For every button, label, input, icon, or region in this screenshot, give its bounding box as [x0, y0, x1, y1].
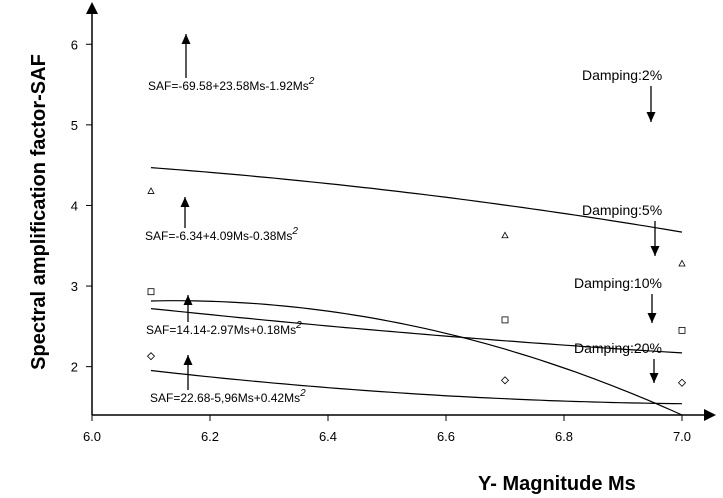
equation-arrow-up-head	[181, 34, 191, 44]
triangle-marker	[147, 187, 155, 194]
square-marker	[501, 316, 509, 324]
equation-superscript: 2	[291, 226, 298, 237]
series-line-0	[150, 300, 683, 416]
x-tick-label: 7.0	[673, 429, 691, 444]
equation-label: SAF=14.14-2.97Ms+0.18Ms2	[146, 320, 302, 337]
square-marker	[678, 326, 686, 334]
damping-arrow-down-head	[646, 112, 656, 122]
equation-main: SAF=22.68-5,96Ms+0.42Ms	[150, 391, 300, 405]
damping-arrow-down-head	[650, 246, 660, 256]
diamond-marker	[500, 376, 510, 385]
equation-main: SAF=-6.34+4.09Ms-0.38Ms	[145, 229, 292, 243]
series-line-3	[150, 369, 683, 405]
x-tick-label: 6.8	[555, 429, 573, 444]
diamond-marker	[677, 378, 687, 387]
x-axis-title: Y- Magnitude Ms	[478, 473, 636, 495]
equation-arrow-up-head	[180, 197, 190, 207]
x-ticks: 6.0 6.2 6.4 6.6 6.8 7.0	[83, 415, 691, 444]
triangle-marker	[501, 231, 509, 239]
x-axis-arrow	[704, 409, 716, 421]
annotation-layer: SAF=-69.58+23.58Ms-1.92Ms2 Damping:2%SAF=…	[145, 34, 662, 405]
x-tick-label: 6.0	[83, 429, 101, 444]
equation-superscript: 2	[308, 76, 315, 87]
y-tick-label: 4	[71, 198, 78, 213]
damping-label: Damping:2%	[582, 67, 662, 83]
damping-arrow-down-head	[649, 373, 659, 383]
y-ticks: 2 3 4 5 6	[71, 37, 92, 375]
equation-superscript: 2	[295, 320, 302, 331]
damping-arrow-down-head	[647, 313, 657, 323]
equation-label: SAF=22.68-5,96Ms+0.42Ms2	[150, 388, 306, 405]
square-marker	[147, 288, 155, 296]
y-tick-label: 5	[71, 118, 78, 133]
y-tick-label: 2	[71, 360, 78, 375]
equation-label: SAF=-6.34+4.09Ms-0.38Ms2	[145, 226, 298, 243]
x-tick-label: 6.4	[319, 429, 337, 444]
damping-label: Damping:20%	[574, 340, 662, 356]
diamond-marker	[146, 352, 156, 361]
series-layer	[146, 167, 687, 416]
series-line-1	[150, 167, 683, 233]
damping-label: Damping:5%	[582, 202, 662, 218]
triangle-marker	[678, 259, 686, 267]
y-tick-label: 6	[71, 37, 78, 52]
x-tick-label: 6.6	[437, 429, 455, 444]
series-line-2	[150, 308, 683, 354]
equation-main: SAF=-69.58+23.58Ms-1.92Ms	[148, 79, 309, 93]
damping-label: Damping:10%	[574, 275, 662, 291]
y-axis-title: Spectral amplification factor-SAF	[28, 54, 50, 370]
equation-superscript: 2	[299, 388, 306, 399]
equation-arrow-up-head	[183, 355, 193, 365]
x-tick-label: 6.2	[201, 429, 219, 444]
equation-arrow-up-head	[183, 295, 193, 305]
y-tick-label: 3	[71, 279, 78, 294]
equation-main: SAF=14.14-2.97Ms+0.18Ms	[146, 323, 296, 337]
y-axis-arrow	[86, 2, 98, 14]
equation-label: SAF=-69.58+23.58Ms-1.92Ms2	[148, 76, 315, 93]
